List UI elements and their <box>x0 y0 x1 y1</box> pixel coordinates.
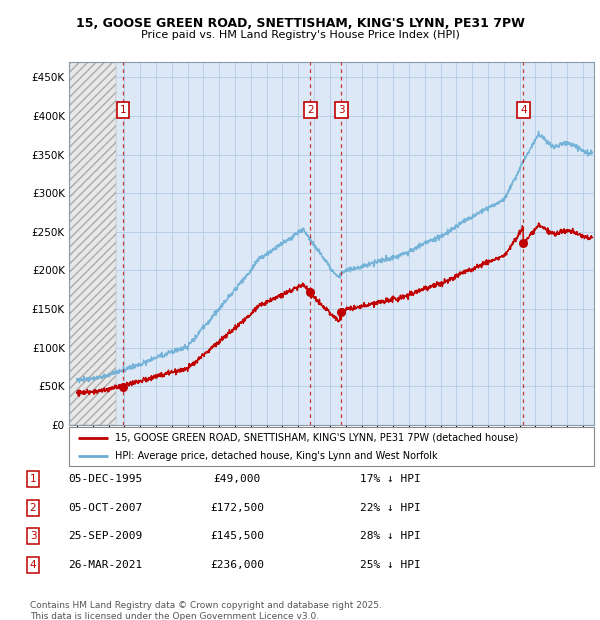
Text: 28% ↓ HPI: 28% ↓ HPI <box>360 531 421 541</box>
Text: £145,500: £145,500 <box>210 531 264 541</box>
Text: 3: 3 <box>338 105 345 115</box>
Text: 25-SEP-2009: 25-SEP-2009 <box>68 531 142 541</box>
Text: This data is licensed under the Open Government Licence v3.0.: This data is licensed under the Open Gov… <box>30 612 319 620</box>
Text: 15, GOOSE GREEN ROAD, SNETTISHAM, KING'S LYNN, PE31 7PW (detached house): 15, GOOSE GREEN ROAD, SNETTISHAM, KING'S… <box>115 433 518 443</box>
Text: £236,000: £236,000 <box>210 560 264 570</box>
Text: 1: 1 <box>120 105 127 115</box>
Text: £172,500: £172,500 <box>210 503 264 513</box>
Text: Price paid vs. HM Land Registry's House Price Index (HPI): Price paid vs. HM Land Registry's House … <box>140 30 460 40</box>
Text: 4: 4 <box>520 105 527 115</box>
Text: 4: 4 <box>29 560 37 570</box>
Text: 26-MAR-2021: 26-MAR-2021 <box>68 560 142 570</box>
Text: HPI: Average price, detached house, King's Lynn and West Norfolk: HPI: Average price, detached house, King… <box>115 451 438 461</box>
Text: 3: 3 <box>29 531 37 541</box>
Text: 22% ↓ HPI: 22% ↓ HPI <box>360 503 421 513</box>
Text: 2: 2 <box>307 105 314 115</box>
Text: 15, GOOSE GREEN ROAD, SNETTISHAM, KING'S LYNN, PE31 7PW: 15, GOOSE GREEN ROAD, SNETTISHAM, KING'S… <box>76 17 524 30</box>
Text: 05-DEC-1995: 05-DEC-1995 <box>68 474 142 484</box>
Text: £49,000: £49,000 <box>214 474 260 484</box>
Text: 17% ↓ HPI: 17% ↓ HPI <box>360 474 421 484</box>
Text: 1: 1 <box>29 474 37 484</box>
Text: 25% ↓ HPI: 25% ↓ HPI <box>360 560 421 570</box>
Text: 2: 2 <box>29 503 37 513</box>
Text: Contains HM Land Registry data © Crown copyright and database right 2025.: Contains HM Land Registry data © Crown c… <box>30 601 382 611</box>
Text: 05-OCT-2007: 05-OCT-2007 <box>68 503 142 513</box>
